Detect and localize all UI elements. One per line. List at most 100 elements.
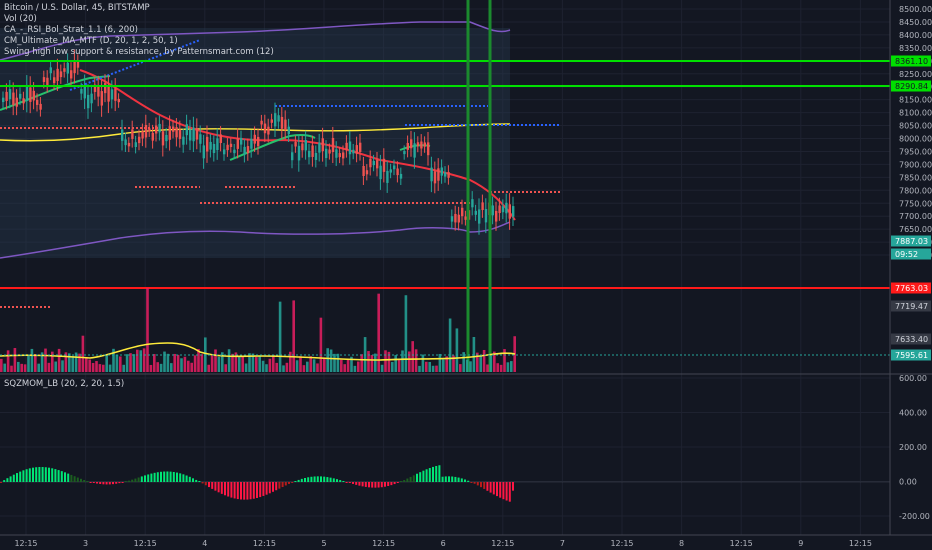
symbol-title[interactable]: Bitcoin / U.S. Dollar, 45, BITSTAMP (4, 3, 150, 13)
candle-body (280, 116, 284, 129)
candle-body (491, 205, 494, 216)
price-tag-label: 7719.47 (895, 302, 928, 311)
time-tick-label: 12:15 (849, 539, 872, 548)
candle-body (165, 134, 168, 142)
candle-body (5, 91, 8, 101)
histogram-bar (412, 475, 415, 482)
candle-body (182, 136, 185, 145)
histogram-bar (83, 479, 86, 482)
histogram-bar (70, 474, 73, 482)
price-tick-label: 8100.00 (899, 109, 932, 118)
oscillator-title[interactable]: SQZMOM_LB (20, 2, 20, 1.5) (4, 379, 125, 389)
volume-bar (323, 357, 326, 372)
histogram-bar (60, 471, 63, 482)
volume-bar (476, 352, 479, 372)
volume-bar (431, 365, 435, 372)
indicator-swing-levels[interactable]: Swing high low support & resistance, by … (4, 47, 274, 57)
volume-bar (221, 352, 224, 372)
histogram-bar (352, 482, 354, 484)
candle-body (63, 68, 66, 72)
oscillator-axis[interactable]: 600.00 400.00 200.00 0.00 -200.00 (899, 374, 930, 521)
histogram-bar (326, 477, 329, 482)
histogram-bar (387, 482, 390, 486)
volume-bar (214, 349, 217, 372)
price-tick-label: 8500.00 (899, 5, 932, 14)
candle-body (97, 85, 100, 97)
volume-bar (57, 348, 61, 372)
histogram-bar (403, 480, 406, 482)
price-tag-label: 7633.40 (895, 335, 928, 344)
volume-bar (102, 364, 105, 372)
volume-bar (316, 363, 319, 372)
volume-bar (115, 354, 119, 372)
candle-body (433, 171, 437, 184)
candle-body (32, 90, 35, 101)
histogram-bar (233, 482, 236, 499)
time-axis[interactable]: 12:15 3 12:15 4 12:15 5 12:15 6 12:15 7 12:15 8 12:1… (14, 539, 871, 548)
volume-bar (292, 300, 295, 372)
volume-bar (207, 364, 210, 372)
volume-bar (108, 364, 112, 372)
indicator-ultimate-ma[interactable]: CM_Ultimate_MA_MTF (D, 20, 1, 2, 50, 1) (4, 36, 178, 46)
volume-bar (401, 350, 404, 372)
volume-bar (367, 351, 370, 372)
candle-body (66, 62, 69, 74)
candle-body (138, 136, 141, 144)
histogram-bar (291, 482, 294, 483)
volume-bar (163, 351, 166, 372)
volume-bar (387, 351, 391, 372)
histogram-bar (144, 475, 146, 482)
candle-body (338, 153, 341, 158)
candle-body (372, 160, 375, 166)
histogram-bar (108, 482, 111, 485)
candle-body (223, 149, 226, 155)
volume-bar (224, 364, 227, 372)
volume-bar (282, 365, 285, 372)
volume-bar (146, 287, 149, 372)
candle-body (202, 145, 205, 159)
candle-body (389, 169, 392, 173)
volume-bar (404, 295, 408, 372)
candle-body (376, 160, 379, 169)
swing-level-line (69, 39, 201, 91)
candle-body (314, 152, 318, 160)
volume-bar (255, 356, 258, 372)
volume-bar (302, 365, 306, 372)
volume-bar (272, 354, 275, 372)
histogram-bar (390, 482, 393, 486)
volume-bar (374, 353, 377, 372)
time-tick-label: 12:15 (610, 539, 633, 548)
volume-bar (275, 362, 278, 372)
histogram-bar (3, 480, 6, 482)
candle-body (304, 140, 307, 151)
candle-body (474, 210, 477, 215)
indicator-volume[interactable]: Vol (20) (4, 14, 37, 24)
candle-body (175, 127, 178, 138)
candle-body (294, 141, 297, 147)
osc-tick-label: 200.00 (899, 443, 927, 452)
histogram-bar (150, 473, 153, 482)
daily-ma-line (0, 123, 511, 142)
histogram-bar (476, 482, 479, 486)
volume-bar (125, 354, 129, 372)
candle-body (15, 97, 18, 107)
candle-body (416, 142, 420, 147)
histogram-bar (374, 482, 377, 488)
histogram-bar (240, 482, 242, 500)
upper-bollinger-band (0, 21, 511, 61)
candle-body (413, 143, 416, 158)
candle-body (134, 142, 137, 148)
price-tag (891, 300, 931, 312)
histogram-bar (284, 482, 287, 486)
histogram-bar (153, 472, 156, 482)
candle-body (127, 142, 131, 147)
price-tag (891, 235, 931, 247)
histogram-bar (147, 474, 150, 482)
price-axis[interactable]: 8500.008450.008400.008350.008300.008250.… (899, 5, 932, 260)
osc-tick-label: 600.00 (899, 374, 927, 383)
candle-body (189, 129, 192, 141)
histogram-bar (249, 482, 252, 500)
indicator-rsi-bol[interactable]: CA_-_RSI_Bol_Strat_1.1 (6, 200) (4, 25, 138, 35)
histogram-bar (377, 482, 380, 488)
